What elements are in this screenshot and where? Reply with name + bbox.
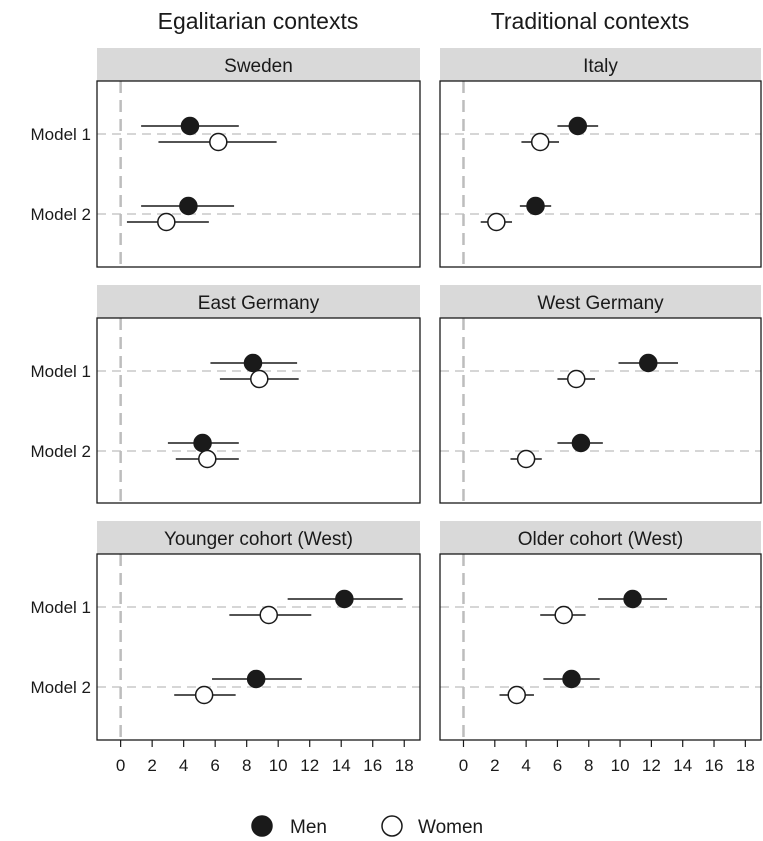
x-tick-label: 18 [395,756,414,775]
point-women-model-1 [259,605,278,625]
x-tick-label: 2 [490,756,499,775]
model-label-model-1: Model 1 [31,125,91,144]
x-tick-label: 14 [332,756,351,775]
point-men-model-1 [180,116,200,136]
point-women-model-1 [209,132,228,152]
legend-men-marker [251,815,273,837]
panel-title: Sweden [224,56,293,77]
legend: Men Women [251,815,483,838]
point-women-model-1 [566,369,586,389]
x-tick-label: 2 [147,756,156,775]
point-men-model-1 [639,353,658,373]
panel-younger-cohort-west: Younger cohort (West) Model 1 Model 2 [31,521,421,741]
column-title-egalitarian: Egalitarian contexts [158,8,359,34]
panel-older-cohort-west: Older cohort (West) [439,521,762,741]
point-women-model-1 [530,132,550,152]
model-label-model-2: Model 2 [31,442,91,461]
panel-strip [440,521,761,554]
point-women-model-1 [250,369,269,389]
panel-title: Younger cohort (West) [164,529,353,550]
panel-title: East Germany [198,293,320,314]
panel-strip [97,521,420,554]
x-tick-label: 18 [736,756,755,775]
point-women-model-2 [487,212,506,232]
point-men-model-1 [335,589,354,609]
point-men-model-1 [568,116,588,136]
panel-strip [97,285,420,318]
model-label-model-2: Model 2 [31,205,91,224]
point-men-model-2 [179,196,198,216]
panel-frame [96,317,421,504]
point-men-model-1 [623,589,642,609]
point-women-model-1 [554,605,573,625]
x-tick-label: 12 [300,756,319,775]
point-men-model-2 [193,433,212,453]
x-axis-2: 0 2 4 6 8 10 12 14 16 18 [459,740,755,775]
x-tick-label: 16 [363,756,382,775]
x-axis-1: 0 2 4 6 8 10 12 14 16 18 [116,740,414,775]
model-label-model-2: Model 2 [31,678,91,697]
x-tick-label: 12 [642,756,661,775]
panel-title: West Germany [537,293,664,314]
facet-panels: Sweden Model 1 Model 2 Italy East Germany Mod… [31,48,762,741]
x-tick-label: 6 [553,756,562,775]
panel-frame [96,80,421,268]
panel-strip [440,48,761,81]
panel-east-germany: East Germany Model 1 Model 2 [31,285,421,504]
panel-strip [97,48,420,81]
x-axes: 0 2 4 6 8 10 12 14 16 18 0 2 4 6 8 10 12 14 16 18 [116,740,755,775]
point-men-model-2 [526,196,545,216]
x-tick-label: 6 [210,756,219,775]
x-tick-label: 4 [521,756,530,775]
legend-women-label: Women [418,817,483,838]
panel-sweden: Sweden Model 1 Model 2 [31,48,421,268]
point-women-model-2 [198,449,217,469]
model-label-model-1: Model 1 [31,598,91,617]
legend-women-marker [381,815,403,837]
x-tick-label: 14 [673,756,692,775]
point-men-model-2 [571,433,591,453]
legend-men-label: Men [290,817,327,838]
point-women-model-2 [157,212,176,232]
x-tick-label: 8 [584,756,593,775]
point-women-model-2 [507,685,526,705]
panel-italy: Italy [439,48,762,268]
x-tick-label: 0 [116,756,125,775]
x-tick-label: 0 [459,756,468,775]
point-women-model-2 [194,685,214,705]
x-tick-label: 10 [611,756,630,775]
panel-west-germany: West Germany [439,285,762,504]
panel-frame [439,317,762,504]
panel-frame [96,553,421,741]
x-tick-label: 10 [269,756,288,775]
panel-frame [439,80,762,268]
point-men-model-2 [246,669,266,689]
x-tick-label: 4 [179,756,188,775]
panel-title: Older cohort (West) [518,529,683,550]
model-label-model-1: Model 1 [31,362,91,381]
panel-strip [440,285,761,318]
point-men-model-1 [243,353,263,373]
x-tick-label: 8 [242,756,251,775]
column-title-traditional: Traditional contexts [491,8,690,34]
panel-frame [439,553,762,741]
panel-title: Italy [583,56,618,77]
point-men-model-2 [562,669,581,689]
point-women-model-2 [516,449,536,469]
x-tick-label: 16 [705,756,724,775]
